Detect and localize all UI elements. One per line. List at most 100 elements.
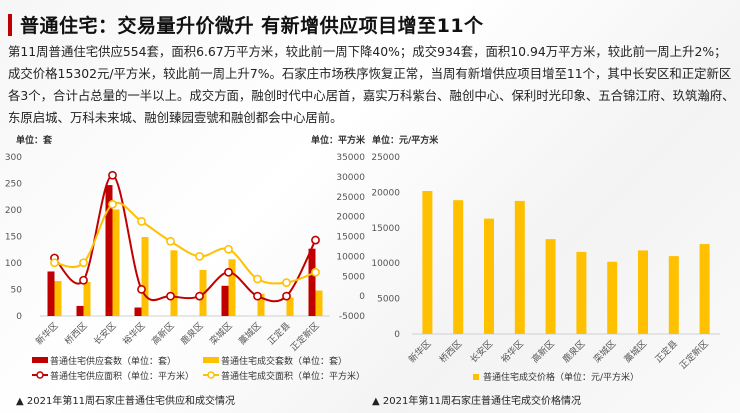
x-tick-label: 桥西区 [62, 320, 90, 348]
x-tick-label: 栾城区 [591, 338, 619, 366]
legend-swatch [203, 357, 219, 363]
point-supply-area [282, 291, 291, 301]
y-tick: 0 [394, 330, 400, 340]
x-tick-label: 新华区 [33, 320, 61, 348]
x-tick-label: 桥西区 [437, 338, 465, 366]
point-supply-area [79, 275, 88, 285]
point-sold-area [137, 216, 146, 226]
x-tick-label: 高新区 [149, 320, 177, 348]
bar-price [545, 239, 556, 334]
left-y-tick: 50 [11, 286, 23, 296]
left-y-tick: 100 [5, 259, 22, 269]
point-supply-area [108, 170, 117, 180]
point-sold-area [50, 258, 59, 268]
point-sold-area [224, 244, 233, 254]
point-supply-area [195, 291, 204, 301]
x-tick-label: 裕华区 [498, 338, 526, 366]
left-axis-unit: 单位：套 [16, 134, 53, 146]
left-chart-caption: ▲ 2021年第11周石家庄普通住宅供应和成交情况 [16, 396, 236, 407]
bar-sold-units [257, 293, 265, 316]
left-y-tick: 150 [5, 233, 22, 243]
bar-sold-units [170, 250, 178, 316]
y-tick: 5000 [377, 295, 400, 305]
point-sold-area [79, 258, 88, 268]
right-y-tick: 15000 [336, 233, 365, 243]
point-sold-area [253, 274, 262, 284]
x-tick-label: 新华区 [406, 338, 434, 366]
bar-sold-units [112, 209, 120, 316]
legend-swatch [473, 374, 479, 380]
x-tick-label: 正定县 [265, 320, 293, 348]
right-chart-axis-unit: 单位：元/平方米 [372, 134, 439, 146]
x-tick-label: 长安区 [468, 338, 496, 366]
bar-sold-units [83, 282, 91, 316]
y-tick: 10000 [371, 259, 400, 269]
x-tick-label: 长安区 [91, 320, 119, 348]
legend-marker [207, 371, 215, 379]
point-supply-area [224, 267, 233, 277]
right-y-tick: 10000 [336, 252, 365, 262]
bar-sold-units [315, 290, 323, 316]
right-y-tick: 0 [359, 292, 365, 302]
title-accent-bar [8, 14, 12, 36]
bar-price [699, 244, 710, 334]
bar-sold-units [228, 259, 236, 316]
point-supply-area [166, 291, 175, 301]
line-sold-area [54, 201, 316, 285]
bar-supply-units [221, 285, 229, 316]
point-supply-area [137, 284, 146, 294]
x-tick-label: 裕华区 [120, 320, 148, 348]
left-y-tick: 300 [5, 153, 22, 163]
point-sold-area [166, 236, 175, 246]
legend-swatch [32, 357, 48, 363]
right-y-tick: 35000 [336, 153, 365, 163]
point-sold-area [195, 251, 204, 261]
x-tick-label: 藁城区 [622, 338, 650, 366]
left-y-tick: 0 [16, 312, 22, 322]
page-title: 普通住宅：交易量升价微升 有新增供应项目增至11个 [20, 15, 484, 37]
x-tick-label: 藁城区 [236, 320, 264, 348]
right-chart-caption: ▲ 2021年第11周石家庄普通住宅成交价格情况 [372, 396, 582, 407]
legend-label: 普通住宅供应面积（单位：平方米） [50, 370, 194, 382]
x-tick-label: 鹿泉区 [560, 338, 588, 366]
x-tick-label: 栾城区 [207, 320, 235, 348]
summary-paragraph: 第11周普通住宅供应554套，面积6.67万平方米，较此前一周下降40%；成交9… [8, 44, 735, 125]
point-sold-area [282, 278, 291, 288]
y-tick: 25000 [371, 153, 400, 163]
point-sold-area [108, 199, 117, 209]
legend-marker [36, 371, 44, 379]
bar-price [514, 200, 525, 334]
bar-supply-units [47, 271, 55, 316]
bar-supply-units [105, 185, 113, 316]
left-y-tick: 200 [5, 206, 22, 216]
x-tick-label: 鹿泉区 [178, 320, 206, 348]
right-y-tick: -5000 [339, 312, 365, 322]
bar-supply-units [76, 305, 84, 316]
bar-price [422, 190, 433, 334]
left-y-tick: 250 [5, 180, 22, 190]
x-tick-label: 高新区 [529, 338, 557, 366]
bar-price [668, 256, 679, 334]
bar-sold-units [286, 297, 294, 316]
right-y-tick: 25000 [336, 193, 365, 203]
right-y-tick: 5000 [342, 272, 365, 282]
bar-supply-units [308, 248, 316, 316]
bar-sold-units [54, 281, 62, 316]
bar-price [638, 250, 648, 334]
right-y-tick: 20000 [336, 213, 365, 223]
right-y-tick: 30000 [336, 173, 365, 183]
legend-label: 普通住宅成交面积（单位：平方米） [221, 370, 365, 382]
bar-price [484, 218, 494, 334]
x-tick-label: 正定县 [652, 338, 680, 366]
x-tick-label: 正定新区 [288, 320, 322, 354]
bar-supply-units [134, 307, 142, 316]
point-sold-area [311, 267, 320, 277]
point-supply-area [253, 291, 262, 301]
x-tick-label: 正定新区 [677, 338, 711, 372]
bar-price [453, 200, 464, 334]
bar-price [576, 251, 587, 334]
y-tick: 15000 [371, 224, 400, 234]
y-tick: 20000 [371, 188, 400, 198]
bar-sold-units [141, 237, 149, 316]
